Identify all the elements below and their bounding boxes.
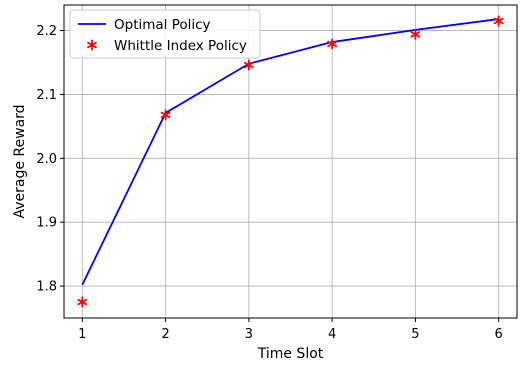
legend-label: Optimal Policy <box>114 17 211 33</box>
y-tick-label: 1.8 <box>36 280 57 295</box>
x-tick-label: 2 <box>161 327 169 342</box>
plot-frame <box>63 4 518 319</box>
legend-box <box>69 9 261 59</box>
x-axis-label: Time Slot <box>257 346 324 362</box>
x-tick-label: 5 <box>411 327 419 342</box>
y-tick-label: 2.0 <box>36 152 57 167</box>
x-tick-label: 6 <box>495 327 503 342</box>
y-tick-label: 2.1 <box>36 88 57 103</box>
series-point-whittle-index <box>77 296 88 308</box>
y-tick-label: 1.9 <box>36 216 57 231</box>
data-layer <box>77 15 504 308</box>
y-tick-label: 2.2 <box>36 24 57 39</box>
series-point-whittle-index <box>243 59 254 71</box>
series-point-whittle-index <box>327 38 338 50</box>
y-axis-label: Average Reward <box>12 104 28 218</box>
series-point-whittle-index <box>493 15 504 27</box>
legend-label: Whittle Index Policy <box>114 38 247 54</box>
series-point-whittle-index <box>160 109 171 121</box>
series-line-optimal-policy <box>81 18 499 286</box>
legend-swatch-marker <box>87 39 97 51</box>
ticks: 1 2 3 4 5 6 1.8 1.9 2.0 2.1 2.2 <box>36 24 503 342</box>
legend: Optimal Policy Whittle Index Policy <box>69 9 261 59</box>
series-point-whittle-index <box>410 28 421 40</box>
x-tick-label: 3 <box>245 327 253 342</box>
x-tick-label: 1 <box>78 327 86 342</box>
x-tick-label: 4 <box>328 327 336 342</box>
